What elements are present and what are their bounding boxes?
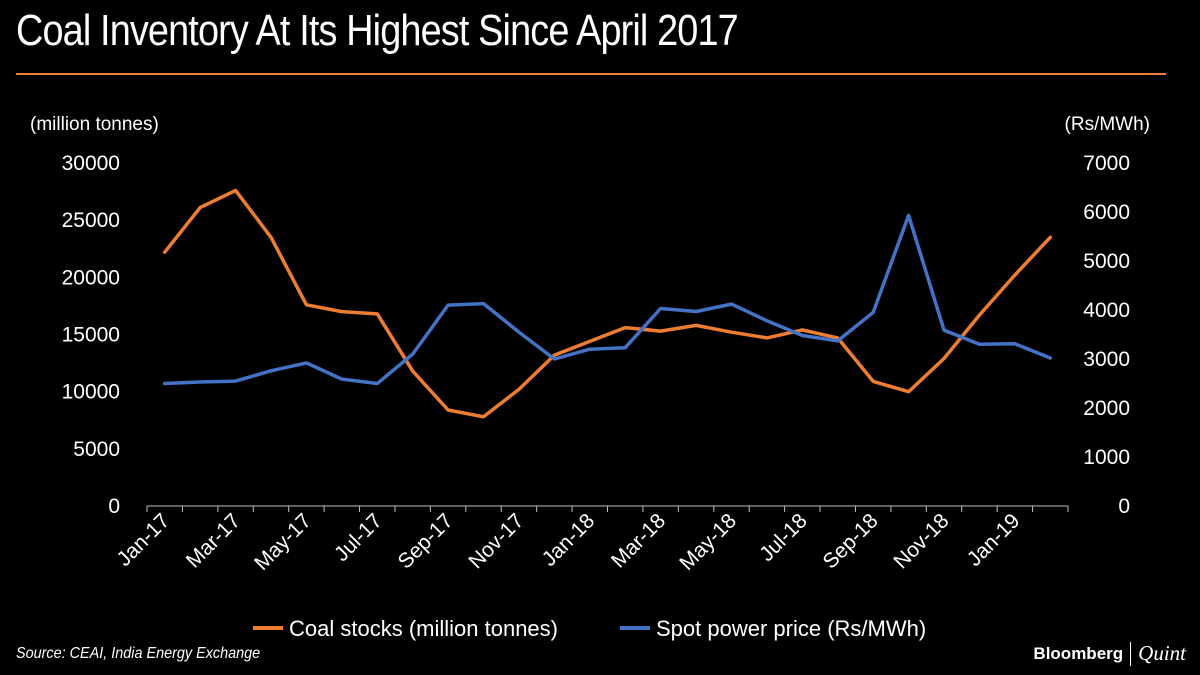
- x-tick-label: May-17: [250, 509, 316, 575]
- y-right-tick-label: 2000: [1083, 397, 1130, 420]
- y-left-axis-label: (million tonnes): [30, 114, 159, 135]
- chart-title: Coal Inventory At Its Highest Since Apri…: [16, 6, 739, 55]
- x-tick-label: Nov-18: [889, 509, 953, 573]
- coal-stocks-line: [162, 188, 1053, 419]
- spot-power-price-line: [162, 213, 1053, 386]
- brand-divider: [1130, 641, 1132, 666]
- y-right-tick-label: 7000: [1083, 152, 1130, 175]
- brand-logo: Bloomberg Quint: [1033, 641, 1186, 666]
- y-right-axis-label: (Rs/MWh): [1065, 114, 1150, 135]
- y-left-tick-labels: 0 5000 10000 15000 20000 25000 30000: [62, 152, 120, 518]
- x-tick-label: Mar-17: [182, 509, 245, 572]
- y-right-tick-label: 4000: [1083, 299, 1130, 322]
- legend: Coal stocks (million tonnes) Spot power p…: [253, 616, 926, 641]
- legend-label-coal: Coal stocks (million tonnes): [289, 616, 558, 641]
- y-left-tick-label: 30000: [62, 152, 120, 175]
- y-right-tick-labels: 0 1000 2000 3000 4000 5000 6000 7000: [1083, 152, 1130, 518]
- y-left-tick-label: 20000: [62, 266, 120, 289]
- y-left-tick-label: 25000: [62, 209, 120, 232]
- y-right-tick-label: 1000: [1083, 446, 1130, 469]
- x-tick-label: Mar-18: [607, 509, 670, 572]
- brand-quint: Quint: [1138, 641, 1186, 665]
- x-tick-label: Jan-19: [963, 509, 1025, 571]
- y-right-tick-label: 5000: [1083, 250, 1130, 273]
- source-note: Source: CEAI, India Energy Exchange: [16, 645, 261, 662]
- x-tick-label: Jan-18: [538, 509, 600, 571]
- brand-bloomberg: Bloomberg: [1033, 643, 1124, 663]
- y-left-tick-label: 10000: [62, 381, 120, 404]
- title-divider: [16, 73, 1166, 75]
- series-lines: [162, 188, 1053, 419]
- x-axis-tick-labels: Jan-17 Mar-17 May-17 Jul-17 Sep-17 Nov-17 Jan-…: [113, 509, 1025, 575]
- x-tick-label: Jul-18: [755, 509, 812, 566]
- y-right-tick-label: 6000: [1083, 201, 1130, 224]
- x-tick-label: Sep-18: [819, 509, 883, 573]
- y-left-tick-label: 15000: [62, 324, 120, 347]
- x-tick-label: Jan-17: [113, 509, 175, 571]
- x-tick-label: Nov-17: [464, 509, 528, 573]
- legend-label-power: Spot power price (Rs/MWh): [656, 616, 926, 641]
- y-right-tick-label: 3000: [1083, 348, 1130, 371]
- y-left-tick-label: 5000: [73, 438, 120, 461]
- x-tick-label: Jul-17: [330, 509, 387, 566]
- y-left-tick-label: 0: [108, 495, 120, 518]
- y-right-tick-label: 0: [1118, 495, 1130, 518]
- x-axis-tick-marks: [146, 506, 1069, 512]
- x-tick-label: Sep-17: [393, 509, 457, 573]
- x-tick-label: May-18: [675, 509, 741, 575]
